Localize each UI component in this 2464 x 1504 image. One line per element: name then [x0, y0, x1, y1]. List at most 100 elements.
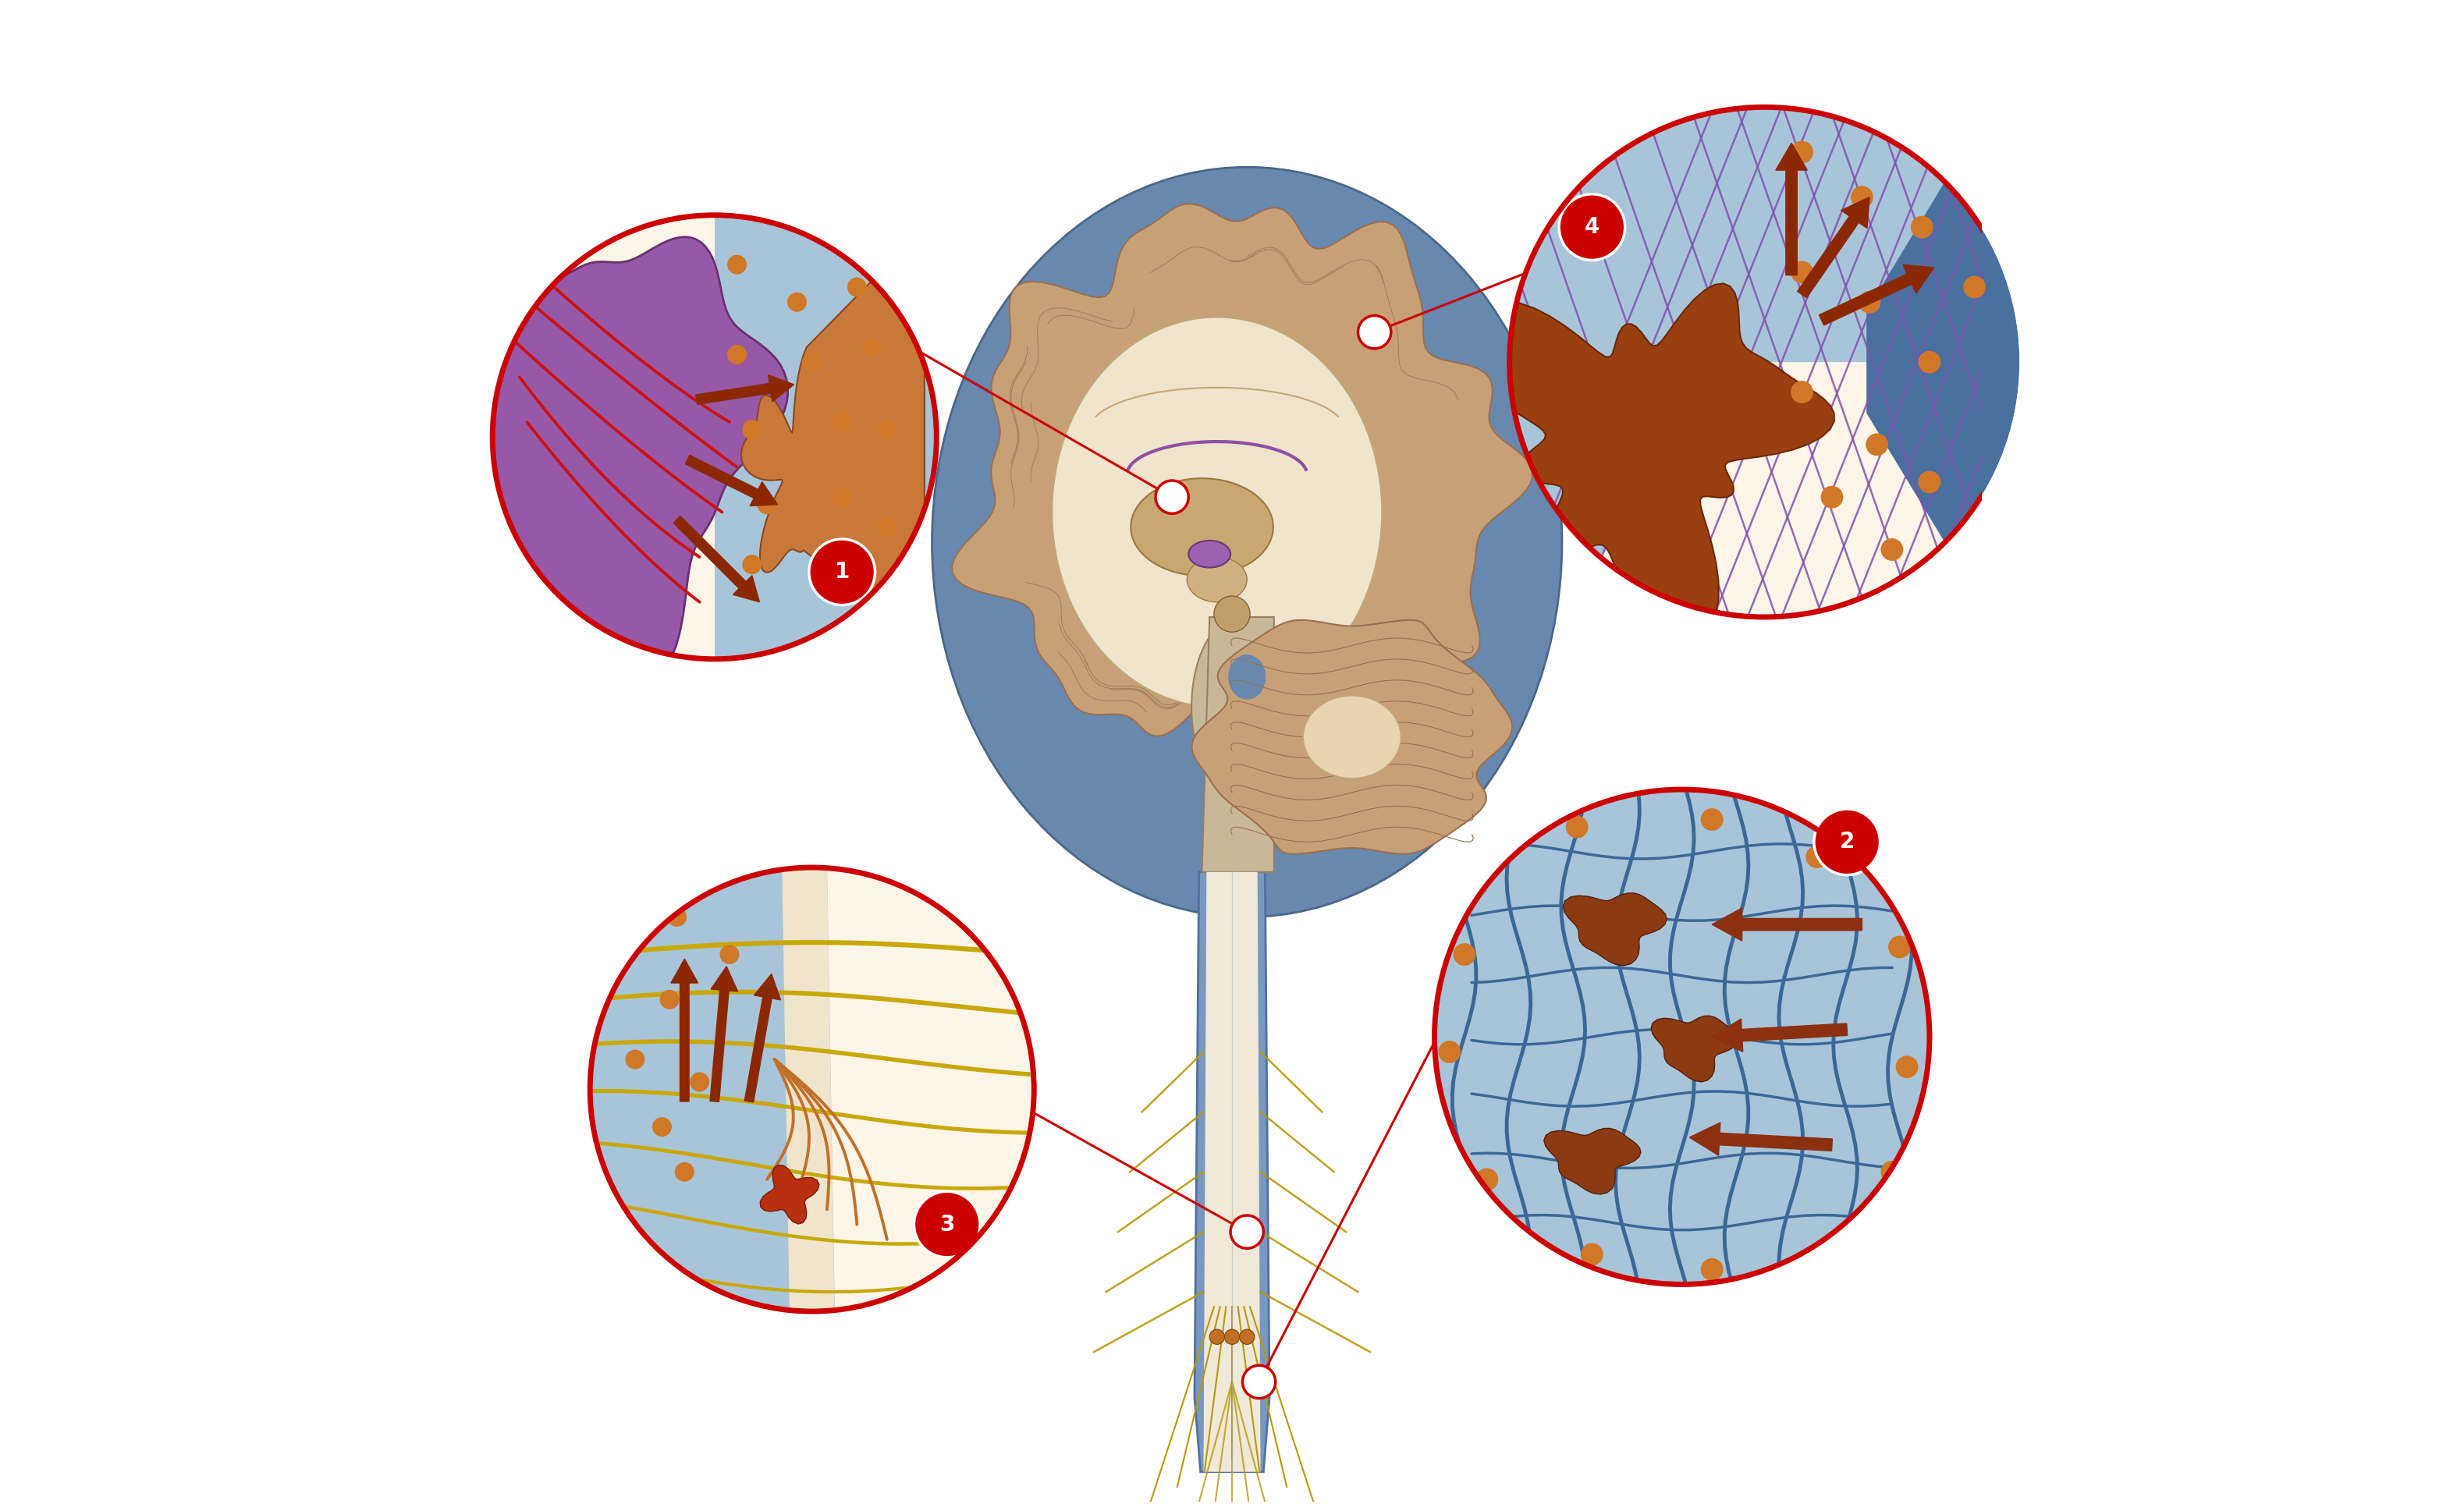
Circle shape [1560, 194, 1624, 260]
Circle shape [1814, 809, 1880, 875]
Polygon shape [416, 212, 788, 680]
Circle shape [1700, 1259, 1722, 1280]
Circle shape [914, 1191, 981, 1257]
Circle shape [1439, 1041, 1461, 1063]
Polygon shape [742, 227, 924, 647]
Polygon shape [1651, 1015, 1737, 1081]
Circle shape [1454, 943, 1476, 966]
Circle shape [1156, 481, 1188, 513]
Polygon shape [1193, 617, 1338, 797]
Circle shape [589, 868, 1035, 1311]
Circle shape [1565, 815, 1589, 838]
Ellipse shape [1188, 540, 1230, 567]
Circle shape [1964, 275, 1986, 298]
Circle shape [1510, 107, 2020, 617]
Circle shape [1242, 1366, 1276, 1399]
Polygon shape [1466, 283, 1833, 633]
Polygon shape [781, 868, 835, 1311]
FancyArrow shape [1796, 197, 1870, 298]
Polygon shape [1868, 182, 2020, 543]
Circle shape [803, 352, 823, 371]
Circle shape [1865, 433, 1887, 456]
Polygon shape [1193, 620, 1513, 854]
Circle shape [877, 420, 897, 439]
Polygon shape [761, 1166, 818, 1224]
FancyArrow shape [1690, 1122, 1833, 1155]
Text: 2: 2 [1841, 832, 1855, 853]
Circle shape [833, 487, 853, 507]
Circle shape [1215, 596, 1249, 632]
Circle shape [1225, 1330, 1239, 1345]
Circle shape [727, 254, 747, 274]
Circle shape [1880, 1161, 1902, 1184]
Circle shape [1919, 350, 1942, 373]
Circle shape [742, 555, 761, 575]
Circle shape [877, 517, 897, 537]
FancyArrow shape [673, 516, 759, 602]
Circle shape [1210, 1330, 1225, 1345]
Circle shape [1358, 316, 1392, 349]
Circle shape [1880, 538, 1902, 561]
FancyArrow shape [1818, 265, 1934, 325]
Circle shape [719, 945, 739, 964]
Polygon shape [715, 215, 936, 659]
FancyArrow shape [1777, 143, 1806, 275]
Circle shape [660, 990, 680, 1009]
FancyArrow shape [685, 456, 779, 505]
Circle shape [1821, 1236, 1843, 1259]
Polygon shape [828, 868, 1035, 1311]
Circle shape [1239, 1330, 1254, 1345]
Circle shape [1582, 1244, 1604, 1266]
Ellipse shape [1188, 556, 1247, 602]
Circle shape [1791, 260, 1814, 283]
Circle shape [675, 1163, 695, 1182]
Circle shape [1700, 808, 1722, 830]
FancyArrow shape [1712, 1018, 1848, 1051]
Circle shape [1791, 381, 1814, 403]
Circle shape [1858, 290, 1880, 313]
Circle shape [1910, 217, 1934, 238]
Circle shape [1806, 845, 1828, 868]
Circle shape [848, 277, 867, 296]
Circle shape [756, 495, 776, 514]
Circle shape [1476, 1169, 1498, 1191]
Circle shape [742, 420, 761, 439]
Circle shape [493, 215, 936, 659]
Ellipse shape [1052, 317, 1382, 707]
Polygon shape [1562, 893, 1666, 966]
Ellipse shape [1303, 696, 1400, 778]
Circle shape [1919, 471, 1942, 493]
Circle shape [1895, 1056, 1919, 1078]
Circle shape [653, 1117, 673, 1137]
Circle shape [668, 907, 687, 926]
Ellipse shape [1131, 478, 1274, 576]
FancyArrow shape [670, 960, 697, 1101]
Circle shape [626, 1050, 646, 1069]
Circle shape [833, 412, 853, 432]
Polygon shape [1195, 872, 1269, 1472]
Circle shape [727, 344, 747, 364]
Polygon shape [1202, 872, 1262, 1472]
Circle shape [690, 1072, 710, 1092]
Circle shape [808, 538, 875, 605]
Polygon shape [1510, 107, 2020, 558]
Circle shape [788, 292, 806, 311]
Circle shape [1230, 1215, 1264, 1248]
Circle shape [1887, 935, 1910, 958]
Circle shape [862, 337, 882, 356]
FancyArrow shape [744, 975, 781, 1102]
Text: 1: 1 [835, 561, 850, 584]
Circle shape [1821, 486, 1843, 508]
FancyArrow shape [695, 374, 793, 405]
Ellipse shape [931, 167, 1562, 917]
Text: 3: 3 [939, 1214, 954, 1235]
Text: 4: 4 [1584, 217, 1599, 238]
FancyArrow shape [1712, 908, 1863, 942]
Circle shape [818, 562, 838, 582]
Polygon shape [951, 205, 1533, 760]
Polygon shape [1202, 617, 1274, 872]
Circle shape [1850, 186, 1873, 209]
FancyArrow shape [710, 967, 737, 1102]
Ellipse shape [1227, 654, 1266, 699]
Circle shape [1791, 141, 1814, 164]
